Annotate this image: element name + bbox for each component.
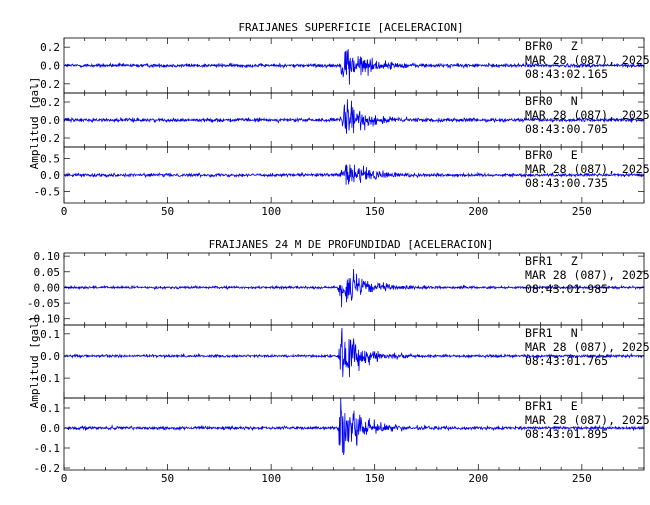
record-date: MAR 28 (087), 2025: [525, 340, 650, 354]
y-tick-label: 0.1: [40, 328, 60, 341]
record-time: 08:43:02.165: [525, 67, 608, 81]
station-code: BFR0: [525, 94, 553, 108]
station-code: BFR0: [525, 39, 553, 53]
y-tick-label: 0.00: [34, 281, 61, 294]
station-label: BFR1 Z: [525, 254, 578, 268]
record-date: MAR 28 (087), 2025: [525, 162, 650, 176]
x-tick-label: 0: [61, 472, 68, 485]
station-code: BFR1: [525, 326, 553, 340]
record-date: MAR 28 (087), 2025: [525, 53, 650, 67]
y-tick-label: 0.2: [40, 96, 60, 109]
station-label: BFR0 N: [525, 94, 578, 108]
chart-group-1: FRAIJANES SUPERFICIE [ACELERACION] Amplit…: [28, 21, 650, 218]
record-date: MAR 28 (087), 2025: [525, 413, 650, 427]
record-time: 08:43:01.895: [525, 427, 608, 441]
y-tick-label: 0.1: [40, 402, 60, 415]
component-code: Z: [571, 39, 578, 53]
y-tick-label: -0.1: [34, 372, 61, 385]
station-label: BFR0 E: [525, 148, 578, 162]
y-tick-label: 0.0: [40, 422, 60, 435]
chart-title: FRAIJANES SUPERFICIE [ACELERACION]: [238, 21, 463, 34]
y-tick-label: -0.2: [34, 462, 61, 475]
x-tick-label: 250: [572, 205, 592, 218]
station-label: BFR1 N: [525, 326, 578, 340]
station-code: BFR1: [525, 399, 553, 413]
x-tick-label: 150: [365, 472, 385, 485]
component-code: N: [571, 94, 578, 108]
x-tick-label: 50: [161, 472, 174, 485]
x-tick-label: 200: [468, 472, 488, 485]
y-tick-label: 0.5: [40, 153, 60, 166]
y-tick-label: -0.10: [27, 313, 60, 326]
station-code: BFR1: [525, 254, 553, 268]
chart-group-2: FRAIJANES 24 M DE PROFUNDIDAD [ACELERACI…: [27, 238, 650, 485]
y-tick-label: -0.05: [27, 297, 60, 310]
trace-line: [63, 398, 645, 456]
component-code: N: [571, 326, 578, 340]
station-code: BFR0: [525, 148, 553, 162]
component-code: Z: [571, 254, 578, 268]
y-tick-label: -0.5: [34, 185, 61, 198]
y-tick-label: 0.0: [40, 114, 60, 127]
station-label: BFR1 E: [525, 399, 578, 413]
component-code: E: [571, 148, 578, 162]
x-tick-label: 250: [572, 472, 592, 485]
x-tick-label: 100: [261, 472, 281, 485]
trace-line: [63, 99, 645, 134]
trace-line: [63, 268, 645, 308]
y-tick-label: -0.1: [34, 442, 61, 455]
record-time: 08:43:01.765: [525, 354, 608, 368]
x-tick-label: 150: [365, 205, 385, 218]
record-date: MAR 28 (087), 2025: [525, 108, 650, 122]
y-tick-label: -0.2: [34, 132, 61, 145]
component-code: E: [571, 399, 578, 413]
y-tick-label: 0.0: [40, 60, 60, 73]
record-time: 08:43:00.705: [525, 122, 608, 136]
x-tick-label: 200: [468, 205, 488, 218]
station-label: BFR0 Z: [525, 39, 578, 53]
y-tick-label: 0.2: [40, 41, 60, 54]
y-tick-label: 0.0: [40, 350, 60, 363]
x-tick-label: 100: [261, 205, 281, 218]
y-tick-label: 0.05: [34, 266, 61, 279]
trace-line: [63, 327, 645, 378]
record-time: 08:43:00.735: [525, 176, 608, 190]
trace-line: [63, 164, 645, 185]
x-tick-label: 50: [161, 205, 174, 218]
record-time: 08:43:01.985: [525, 282, 608, 296]
y-tick-label: 0.0: [40, 169, 60, 182]
x-tick-label: 0: [61, 205, 68, 218]
y-axis-label: Amplitud [gal]: [28, 77, 41, 170]
record-date: MAR 28 (087), 2025: [525, 268, 650, 282]
y-axis-label: Amplitud [gal]: [28, 316, 41, 409]
trace-line: [63, 49, 645, 85]
y-tick-label: 0.10: [34, 250, 61, 263]
y-tick-label: -0.2: [34, 78, 61, 91]
chart-title: FRAIJANES 24 M DE PROFUNDIDAD [ACELERACI…: [209, 238, 494, 251]
